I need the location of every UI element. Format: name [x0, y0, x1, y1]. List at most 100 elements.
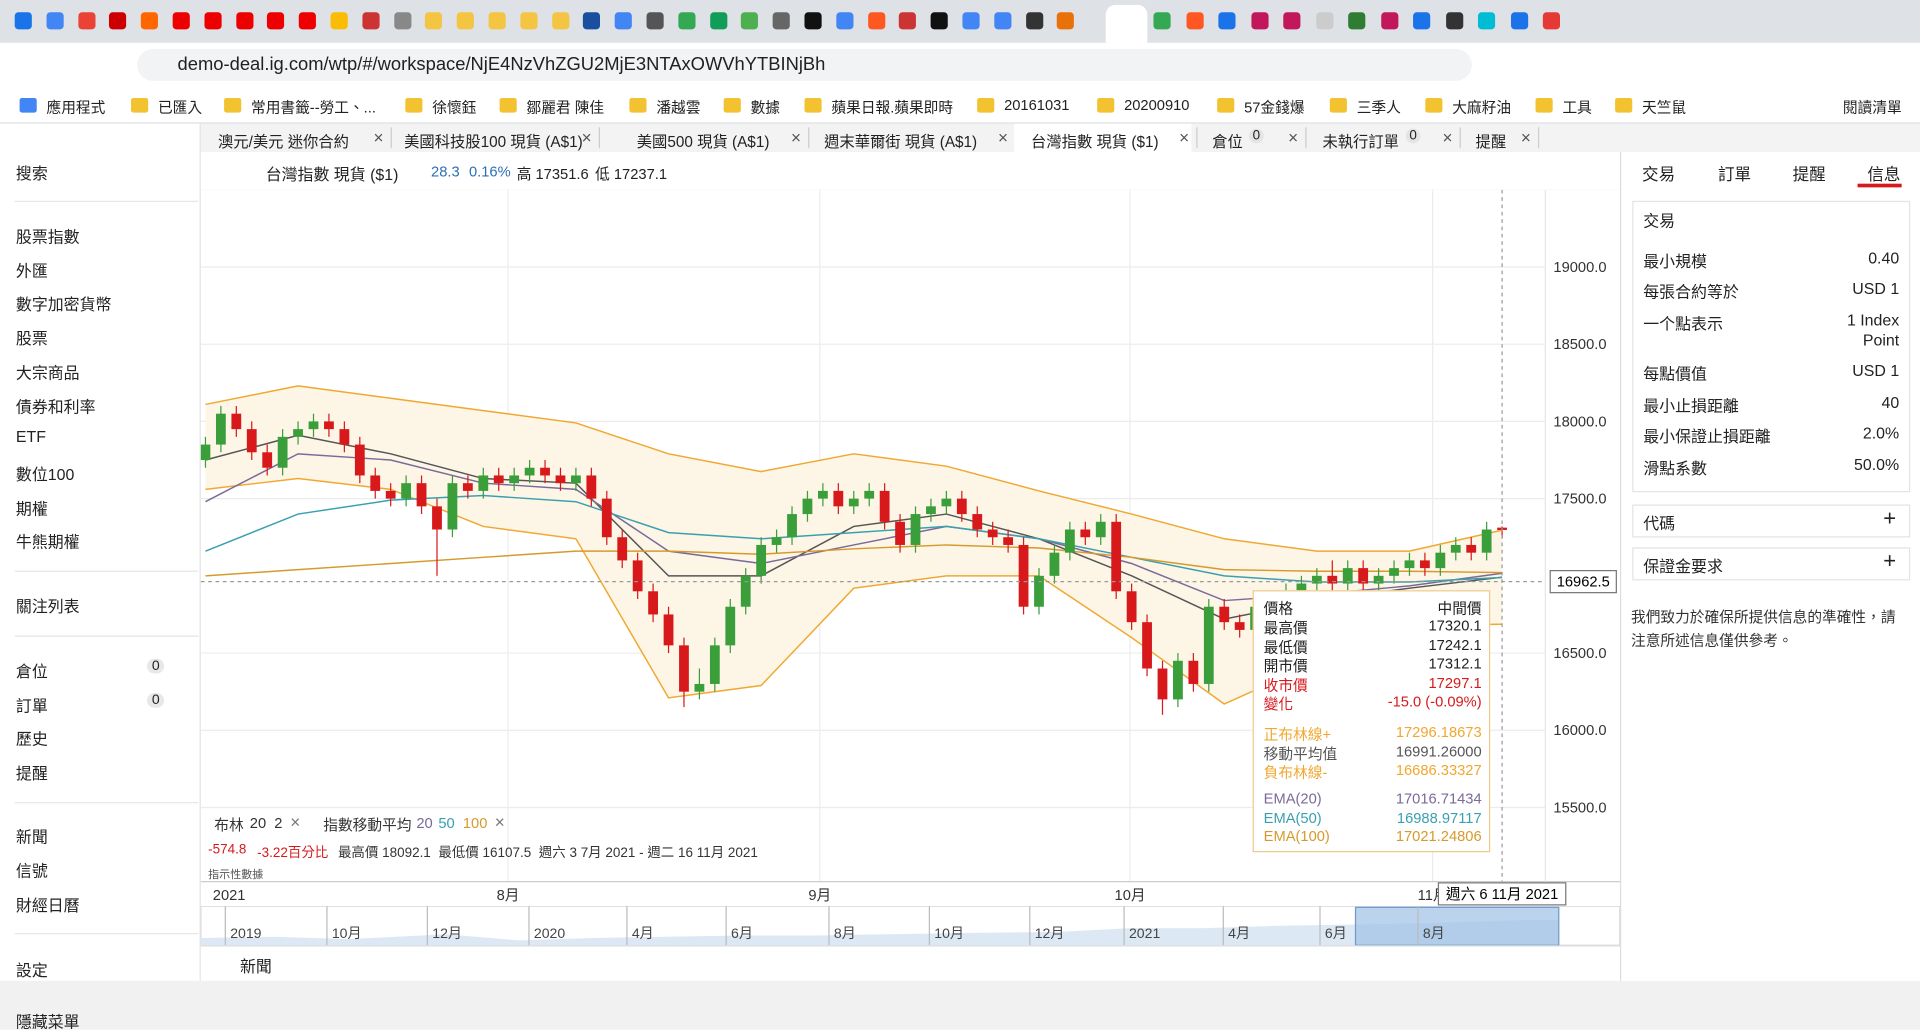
expand-icon[interactable]: +: [1883, 505, 1897, 531]
indicator-remove[interactable]: ×: [494, 811, 505, 832]
nav-item[interactable]: 數位100: [15, 465, 75, 484]
browser-tab-icon[interactable]: [77, 12, 96, 30]
browser-tab-icon[interactable]: [425, 12, 443, 30]
app-tab[interactable]: 美國500 現貨 (A$1): [636, 133, 770, 151]
bookmark[interactable]: 徐懷鈺: [432, 99, 477, 117]
indicator-param[interactable]: 20: [249, 814, 267, 832]
browser-tab-icon[interactable]: [1250, 12, 1268, 30]
nav-item[interactable]: 股票: [15, 329, 48, 348]
browser-tab-icon[interactable]: [962, 12, 980, 30]
nav-item[interactable]: 訂單: [15, 696, 48, 715]
nav-item[interactable]: ETF: [15, 427, 46, 446]
nav-item[interactable]: 牛熊期權: [15, 533, 80, 552]
address-text[interactable]: demo-deal.ig.com/wtp/#/workspace/NjE4NzV…: [177, 53, 826, 75]
info-section-title[interactable]: 保證金要求: [1643, 557, 1723, 576]
bookmark[interactable]: 20200910: [1124, 96, 1190, 114]
navigator[interactable]: 2019 10月 12月 2020 4月 6月 8月 10月 12月 2021 4月 6月 8月: [200, 906, 1621, 946]
indicator-name[interactable]: 布林: [214, 816, 244, 834]
trade-title[interactable]: 交易: [1643, 211, 1676, 231]
browser-tab-icon[interactable]: [299, 12, 317, 30]
app-tab[interactable]: 美國科技股100 現貨 (A$1): [404, 133, 583, 151]
browser-tab-icon[interactable]: [709, 12, 727, 30]
info-section[interactable]: [1632, 504, 1911, 538]
browser-tab-icon[interactable]: [235, 12, 253, 30]
bookmark[interactable]: 應用程式: [46, 99, 106, 117]
app-tab[interactable]: 倉位: [1212, 133, 1243, 151]
nav-item[interactable]: 倉位: [15, 662, 48, 681]
browser-tab-icon[interactable]: [172, 12, 190, 30]
browser-tab-icon[interactable]: [1057, 12, 1075, 30]
nav-item[interactable]: 新聞: [15, 827, 48, 847]
panel-tab[interactable]: 訂單: [1717, 165, 1752, 184]
panel-tab[interactable]: 交易: [1642, 165, 1676, 184]
browser-tab-icon[interactable]: [836, 12, 854, 30]
nav-hide[interactable]: 隱藏菜單: [15, 1012, 80, 1032]
bookmark[interactable]: 已匯入: [157, 99, 203, 117]
bookmark[interactable]: 潘越雲: [656, 99, 701, 117]
nav-settings[interactable]: 設定: [15, 961, 48, 980]
tab-close[interactable]: ×: [1442, 122, 1454, 147]
app-tab[interactable]: 週末華爾街 現貨 (A$1): [824, 133, 978, 151]
browser-tab-icon[interactable]: [1283, 12, 1301, 30]
nav-item[interactable]: 財經日曆: [15, 896, 80, 915]
browser-tab-icon[interactable]: [1542, 12, 1561, 30]
browser-tab-icon[interactable]: [551, 12, 569, 30]
browser-tab-icon[interactable]: [1348, 12, 1366, 30]
browser-tab-icon[interactable]: [930, 12, 948, 30]
indicator-param[interactable]: 100: [462, 814, 488, 832]
info-section-title[interactable]: 代碼: [1643, 514, 1676, 533]
browser-tab-icon[interactable]: [267, 12, 285, 30]
browser-tab-icon[interactable]: [614, 12, 633, 30]
address-pill[interactable]: [137, 48, 1472, 81]
browser-tab-icon[interactable]: [1153, 12, 1171, 30]
app-tab[interactable]: 未執行訂單: [1322, 133, 1399, 151]
nav-watchlist[interactable]: 關注列表: [15, 597, 80, 616]
indicator-param[interactable]: 50: [438, 814, 455, 832]
nav-item[interactable]: 債券和利率: [15, 397, 96, 416]
browser-tab-icon[interactable]: [1185, 12, 1204, 30]
browser-tab-icon[interactable]: [488, 12, 506, 30]
browser-tab-icon[interactable]: [520, 12, 538, 30]
tab-close[interactable]: ×: [1521, 122, 1533, 147]
browser-tab-icon[interactable]: [994, 12, 1012, 30]
nav-item[interactable]: 期權: [15, 499, 48, 518]
indicator-name[interactable]: 指數移動平均: [323, 816, 412, 834]
browser-tab-icon[interactable]: [741, 12, 759, 30]
browser-tab-icon[interactable]: [804, 12, 822, 30]
bookmark[interactable]: 數據: [750, 99, 781, 117]
browser-tab-icon[interactable]: [141, 12, 159, 30]
nav-item[interactable]: 大宗商品: [15, 363, 80, 382]
browser-tab-icon[interactable]: [330, 12, 348, 30]
browser-tab-icon[interactable]: [772, 12, 791, 30]
browser-tab-icon[interactable]: [1218, 12, 1236, 30]
active-browser-tab[interactable]: [1105, 4, 1148, 43]
bookmark[interactable]: 常用書籤--勞工、...: [251, 99, 376, 117]
browser-tab-icon[interactable]: [1510, 12, 1528, 30]
indicator-param[interactable]: 20: [416, 814, 433, 832]
browser-tab-icon[interactable]: [1445, 12, 1463, 30]
bookmark[interactable]: 蘋果日報.蘋果即時: [831, 99, 954, 117]
nav-item[interactable]: 外匯: [15, 261, 48, 281]
browser-tab-icon[interactable]: [646, 12, 664, 30]
nav-item[interactable]: 數字加密貨幣: [15, 295, 112, 314]
bookmark[interactable]: 天竺鼠: [1642, 99, 1687, 117]
browser-tab-icon[interactable]: [1315, 12, 1333, 30]
browser-tab-icon[interactable]: [362, 12, 380, 30]
browser-tab-icon[interactable]: [899, 12, 917, 30]
browser-tab-icon[interactable]: [1413, 12, 1431, 30]
panel-tab[interactable]: 信息: [1867, 165, 1901, 184]
nav-item[interactable]: 股票指數: [15, 227, 80, 247]
app-tab[interactable]: 提醒: [1475, 133, 1507, 151]
browser-tab-icon[interactable]: [1380, 12, 1398, 30]
bookmark[interactable]: 鄒麗君 陳佳: [526, 99, 605, 117]
tab-close[interactable]: ×: [998, 122, 1010, 147]
browser-tab-icon[interactable]: [583, 12, 601, 30]
browser-tab-icon[interactable]: [867, 12, 885, 30]
bookmark[interactable]: 57金錢爆: [1244, 99, 1305, 117]
nav-item[interactable]: 歷史: [15, 729, 48, 749]
reading-list[interactable]: 閱讀清單: [1842, 99, 1902, 117]
browser-tab-icon[interactable]: [456, 12, 475, 30]
footer-news[interactable]: 新聞: [240, 957, 272, 976]
browser-tab-icon[interactable]: [393, 12, 411, 30]
browser-tab-icon[interactable]: [14, 12, 32, 30]
